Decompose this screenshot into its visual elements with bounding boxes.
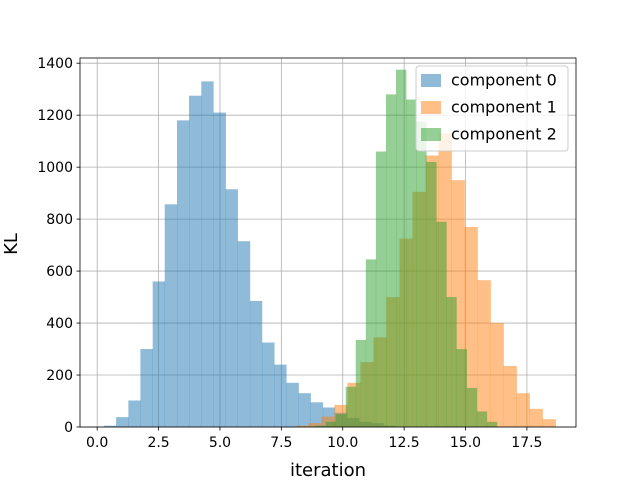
plot-frame: [79, 57, 577, 428]
histogram-bar: [310, 402, 324, 427]
y-tick-label: 400: [46, 316, 73, 332]
y-tick-label: 800: [46, 212, 73, 228]
histogram-bar: [446, 297, 457, 427]
histogram-bars: [104, 69, 556, 428]
histogram-bar: [104, 425, 117, 427]
legend-swatch: [421, 101, 441, 114]
histogram-bar: [466, 388, 478, 427]
histogram-bar: [237, 241, 251, 427]
histogram-bar: [295, 425, 309, 427]
histogram-bar: [213, 112, 226, 427]
y-axis-label: KL: [1, 233, 22, 255]
histogram-bar: [426, 161, 437, 427]
histogram-bar: [140, 349, 153, 427]
legend-swatch: [421, 128, 441, 141]
legend: component 0 component 1 component 2: [415, 65, 569, 152]
histogram-bar: [355, 339, 367, 427]
histogram-bar: [164, 204, 178, 427]
histogram-bar: [152, 281, 166, 427]
legend-label: component 1: [451, 98, 557, 117]
histogram-bar: [396, 69, 407, 427]
y-tick-label: 600: [46, 264, 73, 280]
histogram-bar: [308, 423, 322, 427]
series-2-bars: [315, 69, 498, 428]
x-tick-label: 7.5: [270, 435, 292, 451]
histogram-bar: [436, 221, 447, 427]
x-tick-label: 2.5: [147, 435, 169, 451]
y-tick-label: 1400: [37, 56, 73, 72]
legend-swatch: [421, 74, 441, 87]
histogram-bar: [225, 189, 238, 427]
histogram-bar: [325, 421, 336, 427]
histogram-bar: [321, 416, 335, 427]
histogram-bar: [128, 400, 141, 427]
histogram-bar: [116, 417, 129, 427]
histogram-bar: [529, 408, 543, 427]
histogram-bar: [335, 414, 346, 427]
legend-frame: [415, 65, 569, 152]
histogram-bar: [385, 94, 397, 427]
histogram-bar: [456, 349, 468, 427]
histogram-bar: [201, 81, 214, 427]
histogram-bar: [261, 342, 275, 427]
histogram-bar: [477, 280, 491, 427]
y-tick-label: 0: [64, 420, 73, 436]
histogram-bar: [406, 99, 417, 428]
histogram-bar: [416, 121, 427, 427]
histogram-bar: [189, 95, 202, 428]
x-axis-ticks: 0.0 2.5 5.0 7.5 10.0 12.5 15.0 17.5: [86, 427, 542, 451]
histogram-bar: [516, 393, 530, 427]
series-0-bars: [104, 81, 397, 428]
x-tick-label: 17.5: [511, 435, 542, 451]
y-axis-ticks: 0 200 400 600 800 1000 1200 1400: [37, 56, 80, 436]
legend-label: component 2: [451, 125, 557, 144]
histogram-bar: [345, 386, 357, 427]
histogram-bar: [464, 226, 478, 427]
histogram-bar: [286, 382, 299, 427]
histogram-bar: [476, 411, 488, 427]
x-tick-label: 12.5: [389, 435, 420, 451]
x-tick-label: 15.0: [450, 435, 481, 451]
histogram-bar: [249, 300, 263, 427]
histogram-bar: [315, 425, 326, 427]
histogram-bar: [365, 259, 377, 427]
histogram-bar: [375, 151, 387, 427]
y-tick-label: 1200: [37, 108, 73, 124]
y-tick-label: 1000: [37, 160, 73, 176]
histogram-bar: [486, 421, 498, 427]
x-tick-label: 0.0: [86, 435, 108, 451]
x-axis-label: iteration: [290, 460, 366, 480]
histogram-bar: [503, 365, 517, 427]
histogram-bar: [274, 364, 287, 427]
legend-label: component 0: [451, 71, 557, 90]
histogram-bar: [542, 419, 556, 427]
histogram-bar: [176, 120, 190, 427]
histogram-bar: [298, 393, 311, 427]
x-tick-label: 5.0: [209, 435, 231, 451]
x-tick-label: 10.0: [327, 435, 358, 451]
y-tick-label: 200: [46, 368, 73, 384]
histogram-bar: [490, 323, 504, 427]
